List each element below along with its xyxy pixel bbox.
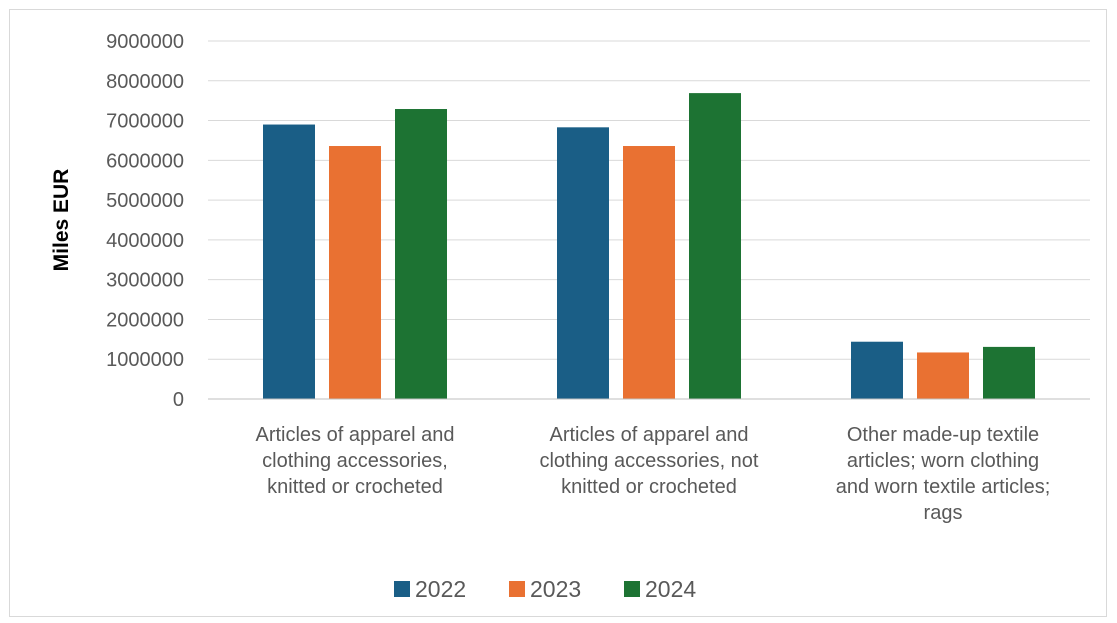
bar-2022 bbox=[557, 127, 609, 399]
y-tick-label: 6000000 bbox=[106, 150, 184, 172]
x-category-label: Articles of apparel and clothing accessor… bbox=[539, 424, 758, 498]
y-tick-label: 3000000 bbox=[106, 270, 184, 292]
y-tick-label: 0 bbox=[173, 389, 184, 411]
bar-2022 bbox=[263, 124, 315, 400]
y-tick-label: 2000000 bbox=[106, 309, 184, 331]
bar-2023 bbox=[329, 146, 381, 399]
legend-label-2023: 2023 bbox=[530, 576, 581, 602]
y-tick-label: 4000000 bbox=[106, 230, 184, 252]
bars bbox=[263, 93, 1035, 400]
y-tick-label: 1000000 bbox=[106, 349, 184, 371]
legend-swatch-2023 bbox=[509, 581, 525, 597]
bar-2024 bbox=[983, 346, 1035, 399]
legend-label-2022: 2022 bbox=[415, 576, 466, 602]
x-category-label: Other made-up textile articles; worn clot… bbox=[836, 424, 1051, 524]
legend-swatch-2022 bbox=[394, 581, 410, 597]
bar-2022 bbox=[851, 341, 903, 399]
bar-2023 bbox=[917, 352, 969, 399]
legend-label-2024: 2024 bbox=[645, 576, 696, 602]
y-axis-title: Miles EUR bbox=[50, 169, 73, 272]
bar-2024 bbox=[395, 109, 447, 400]
y-tick-label: 5000000 bbox=[106, 190, 184, 212]
y-tick-label: 8000000 bbox=[106, 71, 184, 93]
legend: 2022 2023 2024 bbox=[394, 576, 696, 602]
legend-swatch-2024 bbox=[624, 581, 640, 597]
y-axis-ticks: 0 1000000 2000000 3000000 4000000 5000000 6000… bbox=[106, 31, 184, 411]
bar-2024 bbox=[689, 93, 741, 399]
y-tick-label: 7000000 bbox=[106, 111, 184, 133]
x-axis-categories: Articles of apparel and clothing accessor… bbox=[255, 424, 1050, 524]
x-category-label: Articles of apparel and clothing accessor… bbox=[255, 424, 454, 498]
bar-2023 bbox=[623, 146, 675, 399]
y-tick-label: 9000000 bbox=[106, 31, 184, 53]
